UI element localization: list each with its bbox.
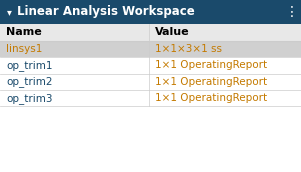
Text: Name: Name bbox=[6, 27, 42, 37]
Text: 1×1 OperatingReport: 1×1 OperatingReport bbox=[155, 93, 267, 103]
Text: ⋮: ⋮ bbox=[285, 5, 299, 19]
FancyBboxPatch shape bbox=[0, 74, 301, 90]
Text: linsys1: linsys1 bbox=[6, 44, 42, 54]
Text: op_trim2: op_trim2 bbox=[6, 76, 52, 87]
FancyBboxPatch shape bbox=[0, 24, 301, 41]
FancyBboxPatch shape bbox=[0, 41, 301, 57]
Text: ▾: ▾ bbox=[7, 7, 12, 17]
Text: op_trim3: op_trim3 bbox=[6, 93, 52, 104]
FancyBboxPatch shape bbox=[0, 57, 301, 74]
Text: Value: Value bbox=[155, 27, 190, 37]
FancyBboxPatch shape bbox=[0, 0, 301, 24]
FancyBboxPatch shape bbox=[0, 106, 301, 172]
FancyBboxPatch shape bbox=[0, 90, 301, 106]
Text: 1×1×3×1 ss: 1×1×3×1 ss bbox=[155, 44, 222, 54]
Text: 1×1 OperatingReport: 1×1 OperatingReport bbox=[155, 60, 267, 71]
Text: op_trim1: op_trim1 bbox=[6, 60, 52, 71]
Text: 1×1 OperatingReport: 1×1 OperatingReport bbox=[155, 77, 267, 87]
Text: Linear Analysis Workspace: Linear Analysis Workspace bbox=[17, 5, 194, 18]
